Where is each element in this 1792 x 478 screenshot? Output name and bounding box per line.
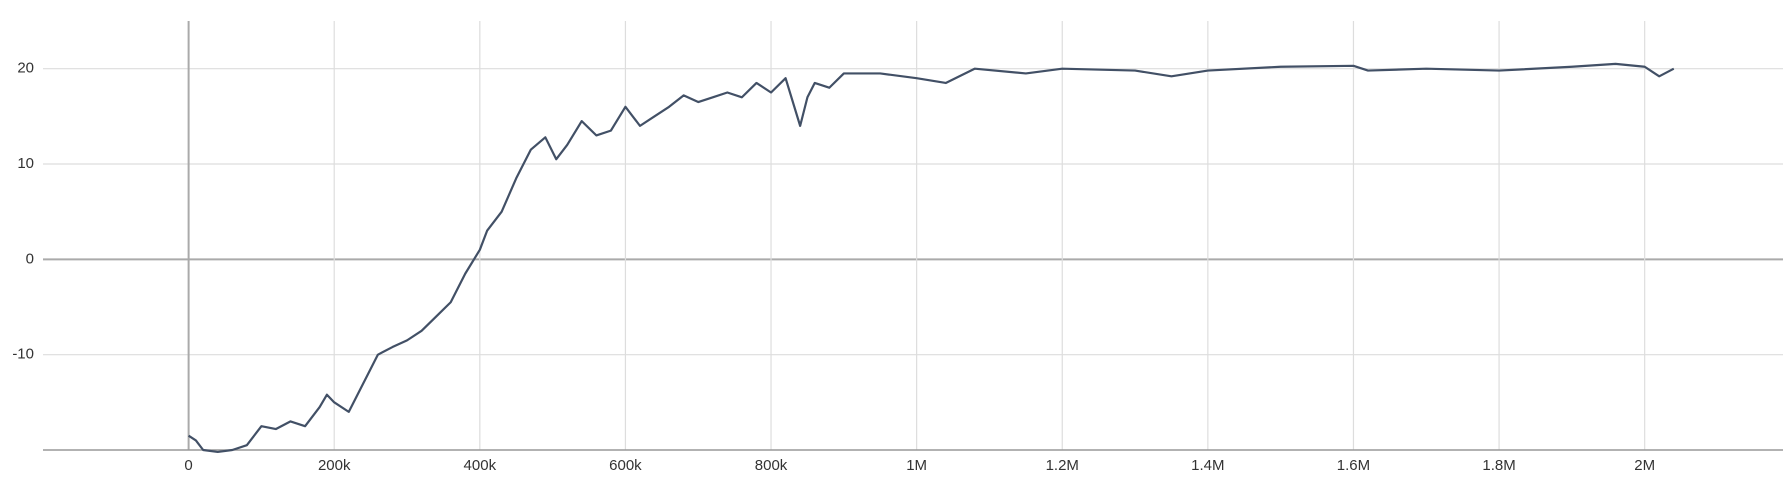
x-tick-label: 800k	[755, 457, 788, 474]
x-tick-label: 2M	[1634, 457, 1655, 474]
x-tick-label: 1.2M	[1046, 457, 1079, 474]
x-tick-label: 1.4M	[1191, 457, 1224, 474]
x-tick-label: 1.6M	[1337, 457, 1370, 474]
y-tick-label: 20	[17, 60, 34, 77]
x-tick-label: 400k	[464, 457, 497, 474]
x-tick-label: 600k	[609, 457, 642, 474]
y-tick-label: -10	[12, 346, 34, 363]
line	[188, 62, 1675, 454]
y-tick-label: 10	[17, 155, 34, 172]
x-tick-label: 200k	[318, 457, 351, 474]
y-tick-label: 0	[26, 250, 34, 267]
x-tick-label: 1M	[906, 457, 927, 474]
x-tick-label: 1.8M	[1482, 457, 1515, 474]
x-tick-label: 0	[184, 457, 192, 474]
